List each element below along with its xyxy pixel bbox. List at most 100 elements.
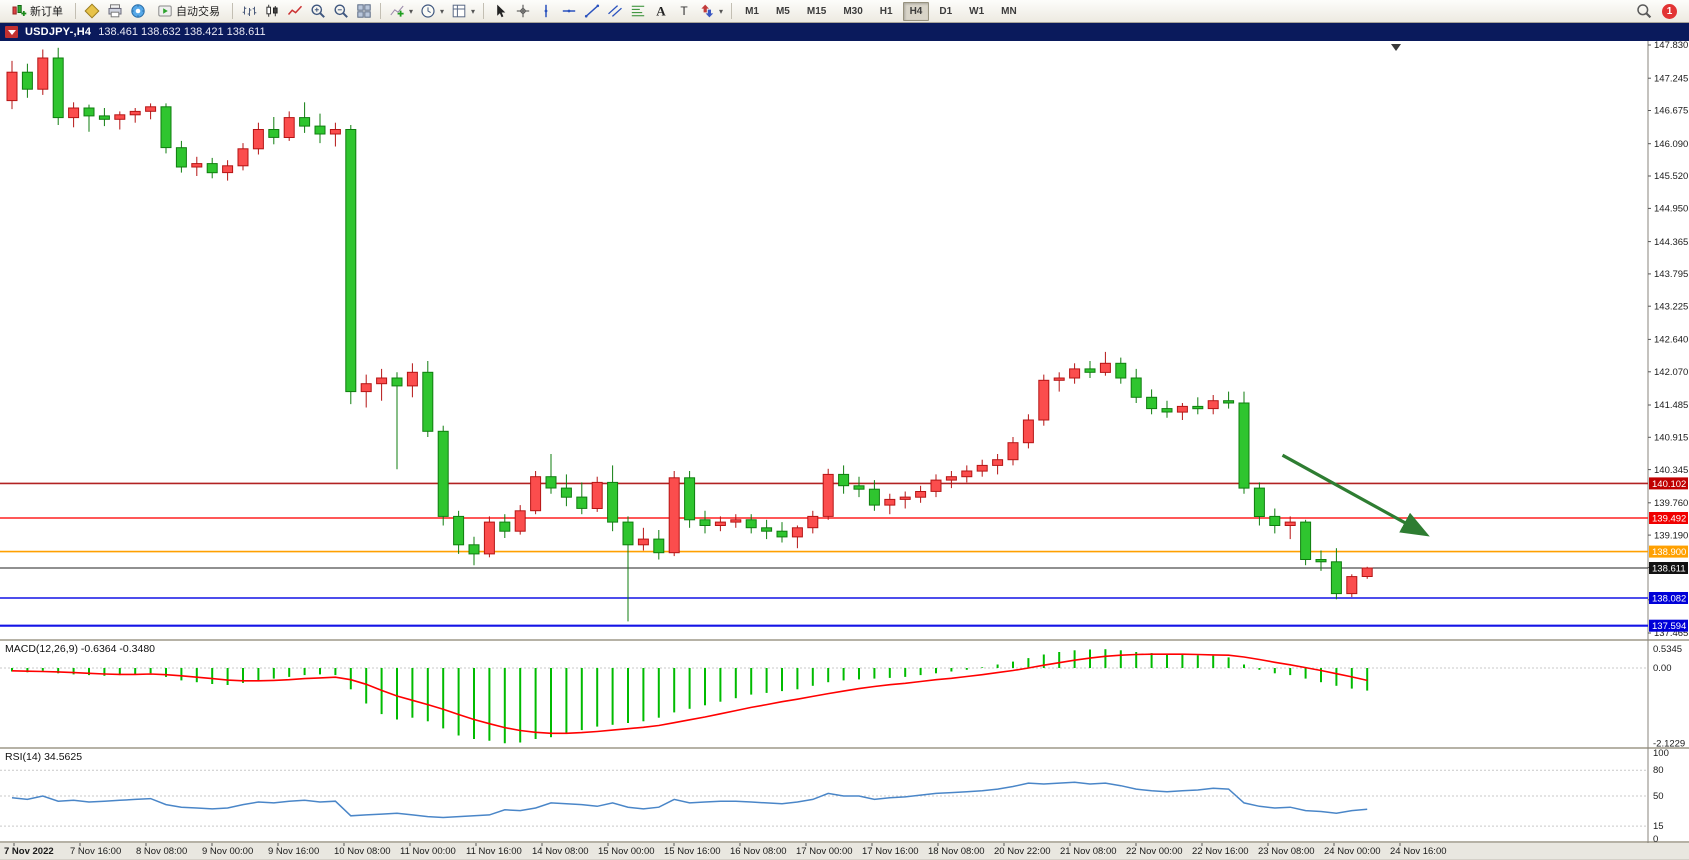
svg-text:146.090: 146.090 <box>1654 139 1688 150</box>
macd-scale-label: 0.00 <box>1653 663 1672 674</box>
price-axis-labels: 147.830 147.245 146.675 146.090 145.520 144.9… <box>1648 41 1688 639</box>
timeframe-m1-button[interactable]: M1 <box>745 5 759 17</box>
cursor-button[interactable] <box>489 1 511 21</box>
timeframe-w1-button[interactable]: W1 <box>969 5 985 17</box>
panel-separator[interactable] <box>0 747 1689 749</box>
svg-text:24 Nov 16:00: 24 Nov 16:00 <box>1390 846 1447 857</box>
horizontal-line-button[interactable] <box>558 1 580 21</box>
time-axis[interactable] <box>0 843 1689 859</box>
toolbar-separator <box>731 3 733 19</box>
svg-text:14 Nov 08:00: 14 Nov 08:00 <box>532 846 589 857</box>
rsi-scale-label: 100 <box>1653 748 1669 759</box>
dropdown-caret-icon[interactable]: ▾ <box>471 6 476 16</box>
svg-text:7 Nov 2022: 7 Nov 2022 <box>4 846 54 857</box>
template-icon <box>451 3 467 19</box>
dropdown-caret-icon[interactable]: ▾ <box>719 6 724 16</box>
zoom-in-button[interactable] <box>307 1 329 21</box>
timeframe-mn-button[interactable]: MN <box>1001 5 1017 17</box>
trendline-button[interactable] <box>581 1 603 21</box>
search-icon <box>1636 3 1652 19</box>
tile-windows-button[interactable] <box>353 1 375 21</box>
svg-text:146.675: 146.675 <box>1654 106 1688 117</box>
indicators-icon <box>389 3 405 19</box>
main-plot-area[interactable] <box>0 41 1648 639</box>
timeframe-h4-button[interactable]: H4 <box>902 1 930 21</box>
timeframe-m5-button[interactable]: M5 <box>775 5 790 17</box>
dropdown-caret-icon[interactable]: ▾ <box>440 6 445 16</box>
search-button[interactable] <box>1633 1 1655 21</box>
community-button[interactable] <box>127 1 149 21</box>
chart-title-bar: USDJPY-,H4 138.461 138.632 138.421 138.6… <box>0 23 1689 41</box>
svg-text:11 Nov 16:00: 11 Nov 16:00 <box>466 846 522 857</box>
auto-trading-button[interactable]: 自动交易 <box>150 1 227 21</box>
chart-shift-marker[interactable] <box>1391 44 1401 51</box>
chart-symbol-period: USDJPY-,H4 <box>25 26 92 38</box>
rsi-scale-label: 50 <box>1653 791 1664 802</box>
print-button[interactable] <box>104 1 126 21</box>
svg-text:7 Nov 16:00: 7 Nov 16:00 <box>70 846 121 857</box>
svg-text:137.465: 137.465 <box>1654 628 1688 639</box>
line-chart-button[interactable] <box>284 1 306 21</box>
svg-text:24 Nov 00:00: 24 Nov 00:00 <box>1324 846 1381 857</box>
templates-button[interactable]: ▾ <box>448 1 478 21</box>
autotrade-icon <box>157 3 173 19</box>
rsi-scale-label: 15 <box>1653 821 1664 832</box>
svg-text:142.640: 142.640 <box>1654 335 1688 346</box>
indicators-button[interactable]: ▾ <box>386 1 416 21</box>
symbol-dropdown-icon[interactable] <box>5 26 18 38</box>
clock-icon <box>420 3 436 19</box>
charts-icon <box>84 3 100 19</box>
panel-separator[interactable] <box>0 639 1689 641</box>
svg-text:142.070: 142.070 <box>1654 367 1688 378</box>
timeframe-m30-button[interactable]: M30 <box>843 5 863 17</box>
crosshair-button[interactable] <box>512 1 534 21</box>
fibo-icon <box>630 3 646 19</box>
timeframe-m15-button[interactable]: M15 <box>806 5 827 17</box>
timeframe-h1-button[interactable]: H1 <box>879 5 893 17</box>
zoom-in-icon <box>310 3 326 19</box>
fibonacci-button[interactable] <box>627 1 649 21</box>
zoom-out-icon <box>333 3 349 19</box>
channel-button[interactable] <box>604 1 626 21</box>
hline-icon <box>561 3 577 19</box>
svg-text:144.950: 144.950 <box>1654 204 1688 215</box>
svg-text:137.594: 137.594 <box>1652 621 1686 632</box>
new-order-button[interactable]: 新订单 <box>4 1 70 21</box>
vertical-line-button[interactable] <box>535 1 557 21</box>
notifications-badge[interactable]: 1 <box>1662 3 1677 19</box>
text-button[interactable]: A <box>650 1 672 21</box>
toolbar-separator <box>75 3 76 19</box>
price-axis[interactable] <box>1648 41 1689 843</box>
auto-trading-button-label: 自动交易 <box>176 6 220 18</box>
rsi-scale-label: 80 <box>1653 765 1664 776</box>
bar-chart-button[interactable] <box>238 1 260 21</box>
chart-window: USDJPY-,H4 138.461 138.632 138.421 138.6… <box>0 23 1689 859</box>
charts-button[interactable] <box>81 1 103 21</box>
chart-canvas[interactable]: 147.830 147.245 146.675 146.090 145.520 144.9… <box>0 41 1689 859</box>
chart-ohlc-quote: 138.461 138.632 138.421 138.611 <box>98 26 266 38</box>
text-label-button[interactable]: T <box>673 1 695 21</box>
svg-text:141.485: 141.485 <box>1654 400 1688 411</box>
svg-text:9 Nov 00:00: 9 Nov 00:00 <box>202 846 253 857</box>
new-order-icon <box>11 3 27 19</box>
periods-button[interactable]: ▾ <box>417 1 447 21</box>
arrows-button[interactable]: ▾ <box>696 1 726 21</box>
toolbar-separator <box>232 3 233 19</box>
trend-arrow-annotation[interactable] <box>1281 453 1430 537</box>
svg-text:18 Nov 08:00: 18 Nov 08:00 <box>928 846 985 857</box>
timeframe-d1-button[interactable]: D1 <box>939 5 953 17</box>
dropdown-caret-icon[interactable]: ▾ <box>409 6 414 16</box>
svg-text:139.760: 139.760 <box>1654 498 1688 509</box>
price-tag-138.900: 138.900 <box>1649 545 1688 558</box>
svg-text:22 Nov 16:00: 22 Nov 16:00 <box>1192 846 1249 857</box>
zoom-out-button[interactable] <box>330 1 352 21</box>
label-icon: T <box>676 3 692 19</box>
toolbar-separator <box>380 3 381 19</box>
macd-label: MACD(12,26,9) -0.6364 -0.3480 <box>5 643 155 655</box>
line-icon <box>287 3 303 19</box>
candles-layer <box>6 47 1373 622</box>
macd-histogram <box>11 649 1369 744</box>
svg-text:A: A <box>656 4 666 19</box>
candlestick-chart-button[interactable] <box>261 1 283 21</box>
